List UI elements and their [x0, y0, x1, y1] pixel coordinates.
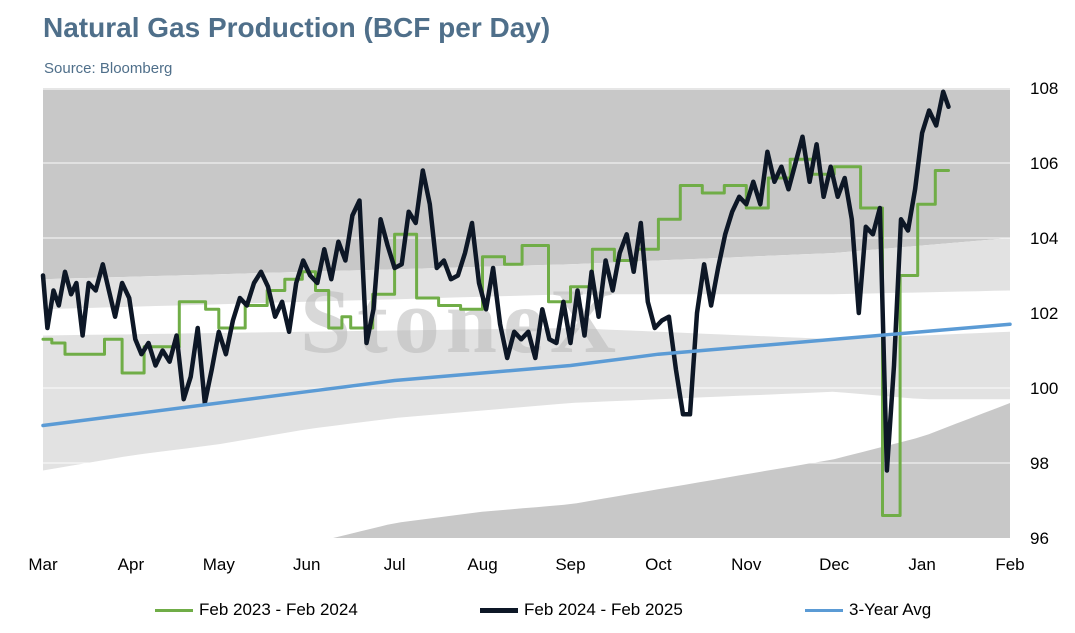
y-tick-label: 106 — [1030, 154, 1058, 173]
x-tick-label: Oct — [645, 555, 672, 574]
legend-item-2024: Feb 2024 - Feb 2025 — [480, 600, 683, 620]
series-2024-line — [40, 89, 951, 473]
band-min-range — [333, 403, 1011, 538]
x-tick-label: Apr — [118, 555, 145, 574]
x-axis-ticks: Mar Apr May Jun Jul Aug Sep Oct Nov Dec Jan Feb — [28, 555, 1024, 574]
y-tick-label: 96 — [1030, 529, 1049, 548]
watermark: StoneX — [300, 270, 622, 372]
y-tick-label: 98 — [1030, 454, 1049, 473]
x-tick-label: Mar — [28, 555, 58, 574]
legend-swatch-2024 — [480, 607, 518, 613]
x-tick-label: Nov — [731, 555, 762, 574]
legend-label-2023: Feb 2023 - Feb 2024 — [199, 600, 358, 619]
series-3yr-avg-line — [41, 322, 1012, 428]
y-tick-label: 100 — [1030, 379, 1058, 398]
series-2023-line — [41, 157, 950, 517]
legend-swatch-2023 — [155, 608, 193, 612]
legend: Feb 2023 - Feb 2024 Feb 2024 - Feb 2025 … — [0, 600, 1075, 626]
band-max-range — [43, 88, 1010, 280]
chart-canvas: StoneX 96 98 100 102 104 106 108 Mar Apr May Jun J… — [28, 79, 1058, 574]
x-tick-label: Jul — [384, 555, 406, 574]
band-lower — [43, 328, 1010, 471]
y-tick-label: 108 — [1030, 79, 1058, 98]
x-tick-label: Jan — [908, 555, 935, 574]
legend-item-2023: Feb 2023 - Feb 2024 — [155, 600, 358, 620]
chart-source: Source: Bloomberg — [44, 60, 173, 77]
series-lines — [40, 89, 1012, 517]
x-tick-label: Jun — [293, 555, 320, 574]
x-tick-label: Sep — [555, 555, 585, 574]
y-tick-label: 102 — [1030, 304, 1058, 323]
legend-label-2024: Feb 2024 - Feb 2025 — [524, 600, 683, 619]
legend-label-avg: 3-Year Avg — [849, 600, 932, 619]
y-axis-ticks: 96 98 100 102 104 106 108 — [1030, 79, 1058, 548]
legend-item-avg: 3-Year Avg — [805, 600, 931, 620]
plot-top-border — [43, 88, 1010, 90]
x-tick-label: Feb — [995, 555, 1024, 574]
x-tick-label: Dec — [819, 555, 850, 574]
chart-title: Natural Gas Production (BCF per Day) — [43, 12, 551, 43]
legend-swatch-avg — [805, 608, 843, 612]
x-tick-label: May — [203, 555, 236, 574]
y-tick-label: 104 — [1030, 229, 1058, 248]
x-tick-label: Aug — [467, 555, 497, 574]
